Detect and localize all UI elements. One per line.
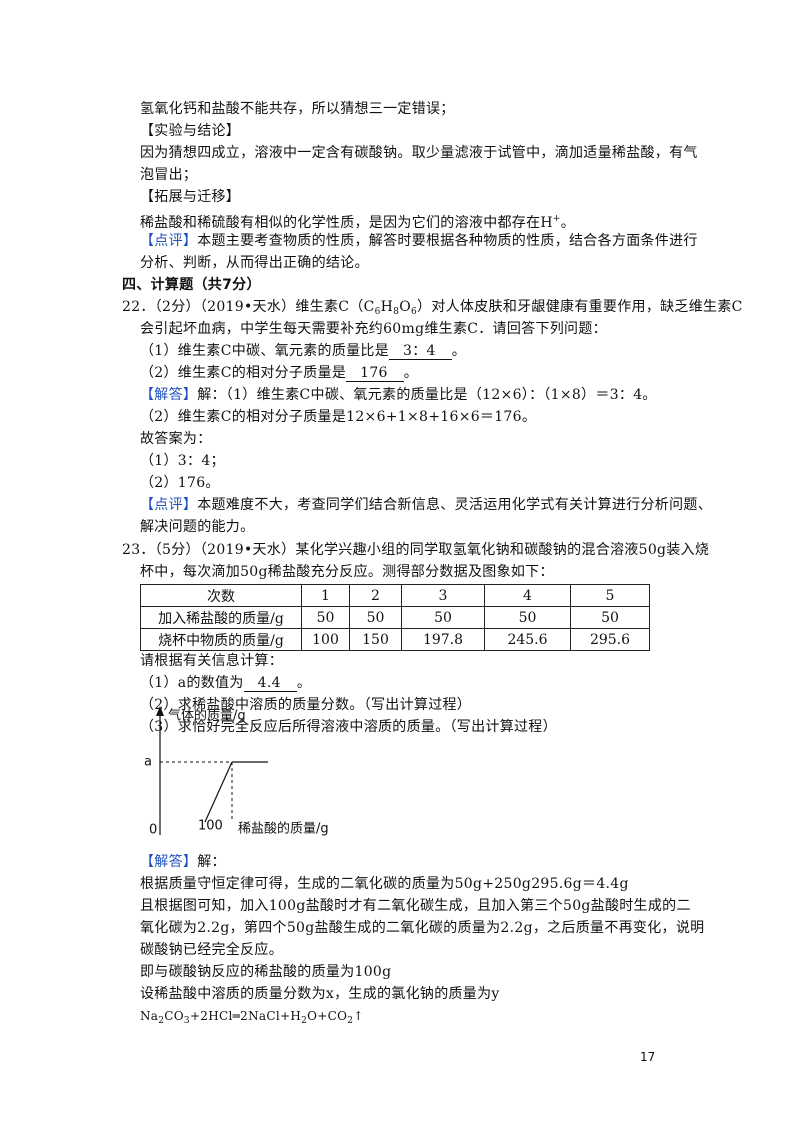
text-line: 【点评】本题难度不大，考查同学们结合新信息、灵活运用化学式有关计算进行分析问题、: [140, 494, 712, 516]
text-line: 故答案为：: [140, 431, 212, 447]
page-number: 17: [640, 1050, 656, 1064]
table-cell: 197.8: [401, 628, 485, 651]
curve: [204, 761, 233, 823]
y-label: 气体的质量/g: [168, 708, 246, 724]
text-line: 【拓展与迁移】: [140, 189, 241, 205]
text-line: Na2CO3+2HCl═2NaCl+H2O+CO2↑: [140, 1005, 364, 1027]
text-span: 【解答】: [140, 854, 198, 870]
table-cell: 245.6: [484, 628, 571, 651]
text-span: 6: [411, 307, 418, 317]
text-span: H: [380, 299, 394, 315]
text-line: 22．（2分）（2019•天水）维生素C（C6H8O6）对人体皮肤和牙龈健康有重…: [122, 296, 743, 318]
table-cell: 150: [349, 628, 402, 651]
text-line: （3）求恰好完全反应后所得溶液中溶质的质量。（写出计算过程）: [140, 719, 557, 735]
text-line: 【解答】解：（1）维生素C中碳、氧元素的质量比是（12×6）：（1×8）＝3：4…: [140, 384, 657, 406]
text-span: 2: [158, 1016, 165, 1026]
text-line: （2）维生素C的相对分子质量是 176。: [140, 362, 418, 384]
text-line: 即与碳酸钠反应的稀盐酸的质量为100g: [140, 964, 392, 980]
text-span: 本题主要考查物质的性质，解答时要根据各种物质的性质，结合各方面条件进行: [197, 233, 698, 249]
text-span: 3：4: [389, 343, 452, 360]
text-span: （1）维生素C中碳、氧元素的质量比是: [140, 343, 390, 359]
text-line: 碳酸钠已经完全反应。: [140, 942, 283, 958]
text-line: 会引起坏血病，中学生每天需要补充约60mg维生素C．请回答下列问题：: [140, 321, 607, 337]
text-span: 8: [393, 307, 400, 317]
text-line: 设稀盐酸中溶质的质量分数为x，生成的氯化钠的质量为y: [140, 986, 500, 1002]
table-cell: 100: [301, 628, 350, 651]
text-span: 3: [183, 1016, 190, 1026]
text-span: +: [552, 214, 561, 224]
text-span: ↑: [353, 1009, 364, 1023]
text-span: CO: [164, 1009, 184, 1023]
text-span: 4.4: [243, 675, 297, 692]
text-line: 【解答】解：: [140, 851, 226, 873]
text-line: 分析、判断，从而得出正确的结论。: [140, 255, 369, 271]
table-cell: 加入稀盐酸的质量/g: [140, 606, 302, 629]
x-tick: 100: [198, 819, 223, 834]
text-line: 因为猜想四成立，溶液中一定含有碳酸钠。取少量滤液于试管中，滴加适量稀盐酸，有气: [140, 145, 698, 161]
x-label: 稀盐酸的质量/g: [238, 821, 329, 837]
text-span: 解：: [197, 854, 226, 870]
axis-arrow: [156, 706, 164, 716]
text-span: 2: [347, 1016, 354, 1026]
text-line: 【点评】本题主要考查物质的性质，解答时要根据各种物质的性质，结合各方面条件进行: [140, 230, 698, 252]
text-span: Na: [140, 1009, 159, 1023]
text-line: 解决问题的能力。: [140, 519, 255, 535]
text-span: 176: [346, 365, 404, 382]
table-row: 次数 1 2 3 4 5: [140, 584, 650, 607]
text-span: （1）a的数值为: [140, 675, 244, 691]
text-span: 。: [560, 215, 576, 231]
text-span: 解：（1）维生素C中碳、氧元素的质量比是（12×6）：（1×8）＝3：4。: [197, 387, 657, 403]
text-span: ）对人体皮肤和牙龈健康有重要作用，缺乏维生素C: [417, 299, 743, 315]
table-row: 加入稀盐酸的质量/g 50 50 50 50 50: [140, 606, 650, 629]
text-line: （2）176。: [140, 475, 220, 491]
text-span: O: [399, 299, 411, 315]
text-span: 22．（2分）（2019•天水）维生素C（C: [122, 299, 375, 315]
y-tick: a: [144, 755, 152, 770]
text-line: 氧化碳为2.2g，第四个50g盐酸生成的二氧化碳的质量为2.2g，之后质量不再变…: [140, 920, 705, 936]
text-line: （1）a的数值为 4.4。: [140, 672, 311, 694]
text-line: 稀盐酸和稀硫酸有相似的化学性质，是因为它们的溶液中都存在H+。: [140, 208, 576, 231]
table-cell: 烧杯中物质的质量/g: [140, 628, 302, 651]
text-span: 【点评】: [140, 497, 198, 513]
text-span: 本题难度不大，考查同学们结合新信息、灵活运用化学式有关计算进行分析问题、: [197, 497, 713, 513]
text-line: 四、计算题（共7分）: [122, 277, 261, 293]
text-span: 。: [296, 675, 312, 691]
text-line: 请根据有关信息计算：: [140, 653, 283, 669]
origin: 0: [149, 823, 157, 838]
text-line: （1）3：4；: [140, 453, 225, 469]
data-table: 次数 1 2 3 4 5 加入稀盐酸的质量/g 50 50 50 50 50 烧杯中物质的质量/g 100…: [140, 584, 650, 651]
text-line: 杯中，每次滴加50g稀盐酸充分反应。测得部分数据及图象如下：: [140, 564, 554, 580]
text-line: （2）维生素C的相对分子质量是12×6+1×8+16×6＝176。: [140, 409, 537, 425]
text-line: 氢氧化钙和盐酸不能共存，所以猜想三一定错误；: [140, 101, 455, 117]
text-span: +2HCl═2NaCl+H: [189, 1009, 302, 1023]
text-span: O+CO: [307, 1009, 348, 1023]
text-span: （2）维生素C的相对分子质量是: [140, 365, 347, 381]
text-span: 。: [403, 365, 419, 381]
table-cell: 50: [401, 606, 485, 629]
text-line: 23．（5分）（2019•天水）某化学兴趣小组的同学取氢氧化钠和碳酸钠的混合溶液…: [122, 542, 710, 558]
text-span: 【解答】: [140, 387, 198, 403]
text-line: 泡冒出；: [140, 167, 198, 183]
text-span: 2: [301, 1016, 308, 1026]
text-span: 6: [374, 307, 381, 317]
text-span: 稀盐酸和稀硫酸有相似的化学性质，是因为它们的溶液中都存在H: [140, 215, 553, 231]
table-cell: 295.6: [570, 628, 650, 651]
text-line: 【实验与结论】: [140, 123, 241, 139]
text-line: （2）求稀盐酸中溶质的质量分数。（写出计算过程）: [140, 697, 472, 713]
text-span: 。: [451, 343, 467, 359]
text-line: 且根据图可知，加入100g盐酸时才有二氧化碳生成，且加入第三个50g盐酸时生成的…: [140, 898, 691, 914]
text-span: 【点评】: [140, 233, 198, 249]
text-line: 根据质量守恒定律可得，生成的二氧化碳的质量为50g+250g295.6g＝4.4…: [140, 876, 629, 892]
text-line: （1）维生素C中碳、氧元素的质量比是 3：4。: [140, 340, 466, 362]
table-row: 烧杯中物质的质量/g 100 150 197.8 245.6 295.6: [140, 628, 650, 651]
